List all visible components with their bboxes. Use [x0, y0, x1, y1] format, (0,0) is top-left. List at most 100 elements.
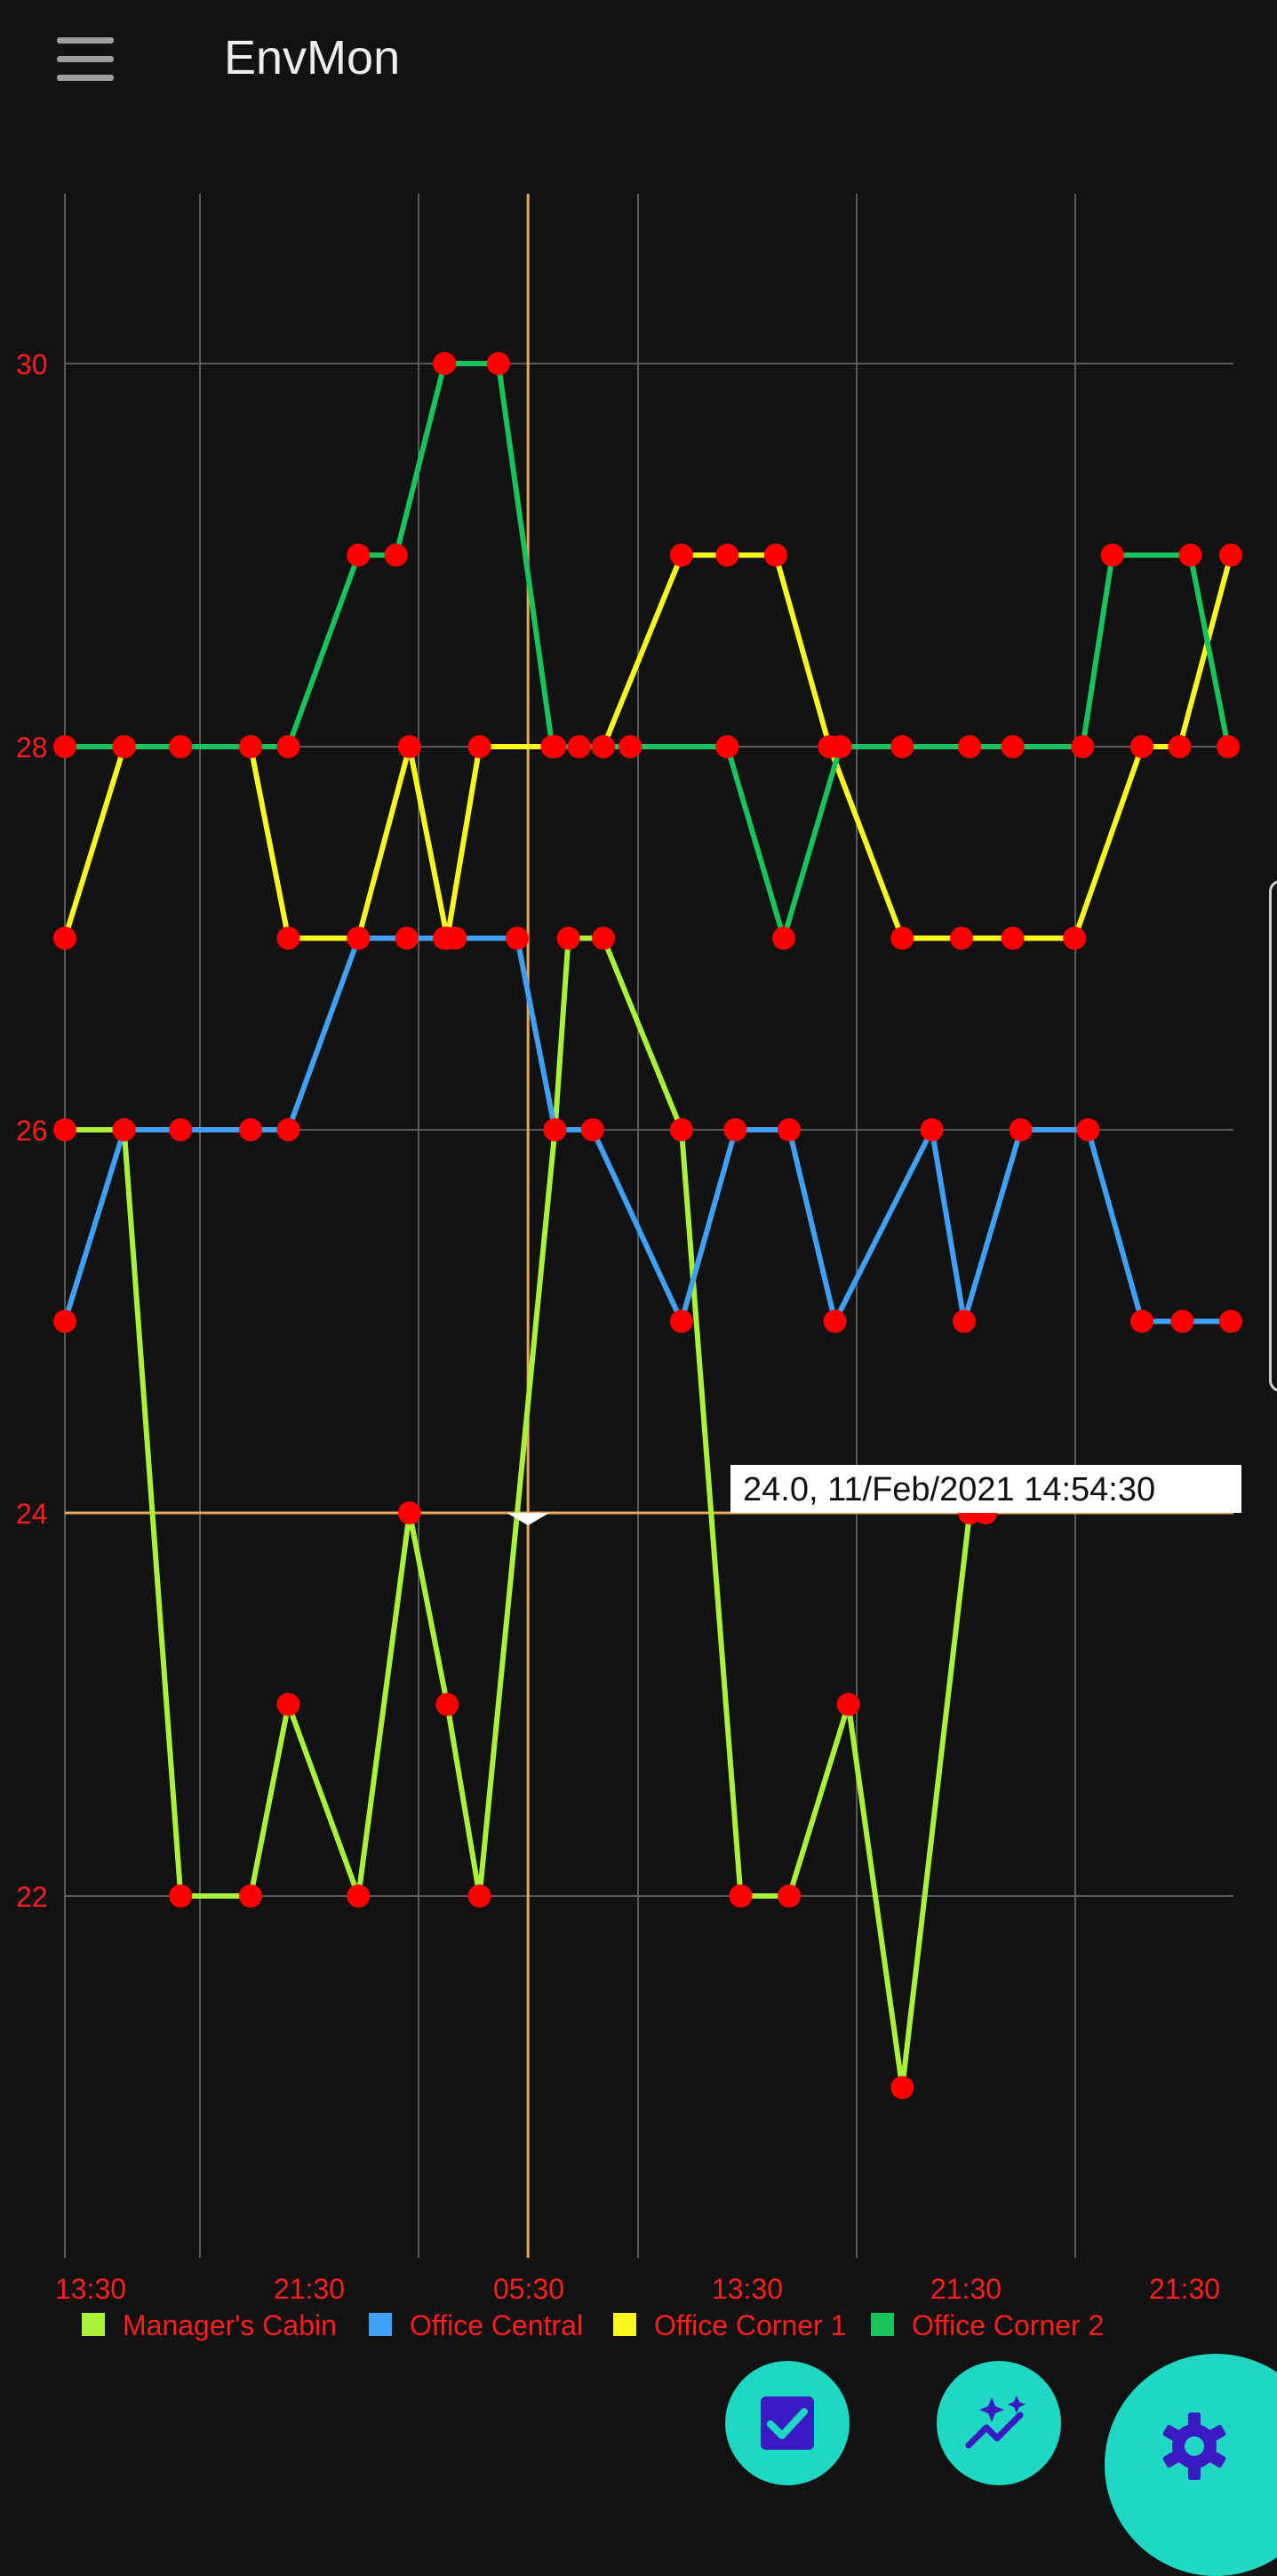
- data-point: [395, 926, 419, 950]
- data-point: [435, 926, 459, 950]
- data-point: [347, 543, 371, 567]
- data-point: [1009, 1118, 1033, 1141]
- data-point: [506, 926, 530, 950]
- data-point: [715, 543, 739, 567]
- data-point: [543, 1118, 567, 1141]
- data-point: [592, 926, 615, 950]
- data-point: [778, 1118, 802, 1141]
- data-point: [347, 926, 371, 950]
- data-point: [397, 1501, 421, 1524]
- series-line: [65, 361, 1231, 941]
- data-point: [715, 735, 739, 758]
- data-point: [239, 735, 263, 758]
- data-point: [890, 735, 914, 758]
- data-point: [169, 1118, 193, 1141]
- data-point: [723, 1118, 747, 1141]
- data-point: [239, 1118, 263, 1141]
- data-point: [1130, 735, 1153, 758]
- data-point: [772, 926, 796, 950]
- data-point: [53, 735, 76, 758]
- data-point: [239, 1884, 263, 1908]
- data-point: [53, 1118, 76, 1141]
- x-tick-label: 21:30: [1149, 2273, 1220, 2305]
- data-point: [1071, 735, 1095, 758]
- data-point: [53, 1309, 76, 1333]
- data-point: [890, 2076, 914, 2100]
- app-title: EnvMon: [224, 31, 401, 84]
- data-point: [1178, 543, 1202, 567]
- checkbox-check-icon: [761, 2396, 814, 2450]
- data-point: [953, 1309, 977, 1333]
- data-point: [1100, 543, 1124, 567]
- data-point: [567, 735, 591, 758]
- data-point: [540, 735, 564, 758]
- data-point: [580, 1118, 604, 1141]
- data-point: [823, 1309, 847, 1333]
- data-point: [949, 926, 973, 950]
- y-tick-label: 24: [16, 1498, 48, 1530]
- data-point: [384, 543, 408, 567]
- chart-legend: Manager's Cabin Office Central Office Corn…: [82, 2309, 1104, 2341]
- temperature-chart[interactable]: 22 24 26 28 30 13:30 21:30 05:30 13:30 21:30 21:3…: [0, 178, 1277, 2347]
- data-point: [1001, 926, 1025, 950]
- data-point: [556, 926, 580, 950]
- value-tooltip: 24.0, 11/Feb/2021 14:54:30: [507, 1465, 1241, 1525]
- legend-label: Office Corner 1: [654, 2309, 846, 2341]
- data-point: [276, 1118, 300, 1141]
- legend-label: Office Corner 2: [912, 2309, 1104, 2341]
- data-point: [347, 1884, 371, 1908]
- menu-icon-bar: [57, 37, 114, 44]
- data-point: [1076, 1118, 1100, 1141]
- data-point: [890, 926, 914, 950]
- data-point: [1170, 1309, 1194, 1333]
- select-sensors-button[interactable]: [725, 2361, 850, 2485]
- data-point: [435, 1692, 459, 1716]
- data-point: [836, 1692, 860, 1716]
- menu-button[interactable]: [50, 32, 121, 85]
- tooltip-box: [507, 1465, 1241, 1525]
- legend-label: Manager's Cabin: [123, 2309, 337, 2341]
- data-point: [1063, 926, 1087, 950]
- data-point: [112, 1118, 136, 1141]
- y-tick-label: 28: [16, 732, 48, 764]
- data-point: [592, 735, 615, 758]
- data-point: [53, 926, 76, 950]
- side-drawer-handle[interactable]: [1269, 880, 1277, 1392]
- data-point: [1218, 543, 1242, 567]
- legend-swatch: [82, 2313, 105, 2336]
- chart-grid: [64, 194, 1233, 2258]
- x-tick-label: 05:30: [493, 2273, 564, 2305]
- data-point: [669, 1309, 693, 1333]
- data-point: [828, 735, 852, 758]
- series-points: [53, 352, 1242, 2100]
- data-point: [958, 735, 982, 758]
- data-point: [669, 543, 693, 567]
- auto-graph-button[interactable]: [937, 2361, 1061, 2485]
- menu-icon-bar: [57, 56, 114, 62]
- data-point: [1218, 1309, 1242, 1333]
- x-tick-label: 21:30: [274, 2273, 345, 2305]
- menu-icon-bar: [57, 75, 114, 81]
- data-point: [397, 735, 421, 758]
- legend-label: Office Central: [410, 2309, 583, 2341]
- data-point: [169, 735, 193, 758]
- app-bar: EnvMon: [0, 0, 1277, 124]
- y-tick-label: 26: [16, 1115, 48, 1147]
- data-point: [778, 1884, 802, 1908]
- data-point: [433, 352, 457, 375]
- data-point: [669, 1118, 693, 1141]
- data-point: [276, 926, 300, 950]
- tooltip-text: 24.0, 11/Feb/2021 14:54:30: [743, 1471, 1155, 1508]
- legend-swatch: [871, 2313, 894, 2336]
- gear-icon: [1162, 2412, 1226, 2480]
- data-point: [1130, 1309, 1153, 1333]
- data-point: [276, 735, 300, 758]
- data-point: [1001, 735, 1025, 758]
- y-tick-label: 22: [16, 1881, 48, 1913]
- data-point: [763, 543, 787, 567]
- x-axis: 13:30 21:30 05:30 13:30 21:30 21:30: [55, 2273, 1220, 2305]
- legend-swatch: [369, 2313, 392, 2336]
- x-tick-label: 21:30: [930, 2273, 1002, 2305]
- series-lines: [62, 361, 1233, 2091]
- settings-button[interactable]: [1105, 2354, 1277, 2576]
